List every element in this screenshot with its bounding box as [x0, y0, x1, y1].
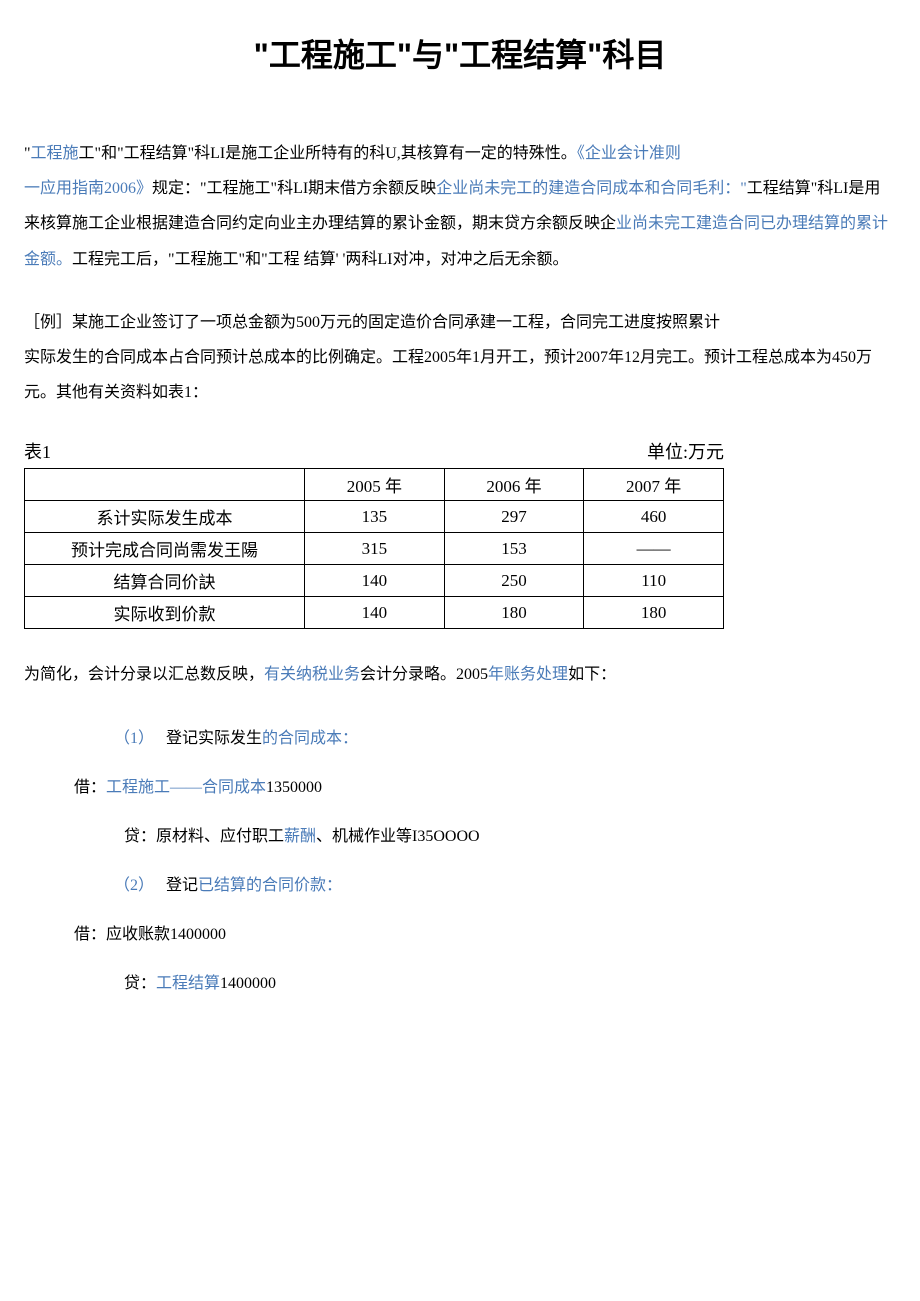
table-label-row: 表1 单位:万元 [24, 438, 724, 464]
entry-1-credit: 贷：原材料、应付职工薪酬、机械作业等I35OOOO [24, 819, 896, 854]
accounting-entries: （1） 登记实际发生的合同成本： 借：工程施工——合同成本1350000 贷：原… [24, 721, 896, 1002]
entry-2-num: （2） [114, 877, 154, 894]
table-cell: 预计完成合同尚需发王陽 [25, 533, 305, 565]
table-cell: 140 [305, 565, 445, 597]
entry-1-debit-link: 工程施工——合同成本 [106, 779, 266, 796]
p3-seg5: 如下： [568, 666, 616, 683]
table-cell: 250 [444, 565, 584, 597]
table-header-cell [25, 469, 305, 501]
table-header-cell: 2006 年 [444, 469, 584, 501]
table-cell: 实际收到价款 [25, 597, 305, 629]
p1-seg2-link: 工程施 [31, 145, 79, 162]
p3-seg2-link: 有关纳税业务 [264, 666, 360, 683]
paragraph-2-line2: 实际发生的合同成本占合同预计总成本的比例确定。工程2005年1月开工，预计200… [24, 340, 896, 410]
entry-2-credit: 贷：工程结算1400000 [24, 966, 896, 1001]
entry-1-label: 登记实际发生 [166, 730, 262, 747]
p3-seg1: 为简化，会计分录以汇总数反映， [24, 666, 264, 683]
table-label: 表1 [24, 438, 51, 464]
paragraph-3: 为简化，会计分录以汇总数反映，有关纳税业务会计分录略。2005年账务处理如下： [24, 657, 896, 692]
table-cell: 315 [305, 533, 445, 565]
table-cell: 460 [584, 501, 724, 533]
table-cell: 153 [444, 533, 584, 565]
entry-2-debit: 借：应收账款1400000 [24, 917, 896, 952]
table-unit: 单位:万元 [647, 438, 724, 464]
p1-seg7-link: 企业尚未完工的建造合同成本和合同毛利：" [436, 180, 747, 197]
entry-1-credit-suffix: 、机械作业等I35OOOO [316, 828, 480, 845]
table-cell: 结算合同价訣 [25, 565, 305, 597]
entry-2-heading: （2） 登记已结算的合同价款： [24, 868, 896, 903]
table-header-cell: 2007 年 [584, 469, 724, 501]
entry-1-credit-link: 薪酬 [284, 828, 316, 845]
entry-2-credit-prefix: 贷： [124, 975, 156, 992]
document-title: "工程施工"与"工程结算"科目 [24, 30, 896, 76]
table-header-cell: 2005 年 [305, 469, 445, 501]
p3-seg3: 会计分录略。2005 [360, 666, 488, 683]
table-row: 系计实际发生成本 135 297 460 [25, 501, 724, 533]
table-cell: 135 [305, 501, 445, 533]
entry-1-debit-amount: 1350000 [266, 779, 322, 796]
entry-2-credit-link: 工程结算 [156, 975, 220, 992]
table-row: 实际收到价款 140 180 180 [25, 597, 724, 629]
table-cell: 180 [444, 597, 584, 629]
paragraph-1: "工程施工"和"工程结算"科LI是施工企业所特有的科U,其核算有一定的特殊性。《… [24, 136, 896, 277]
p3-seg4-link: 年账务处理 [488, 666, 568, 683]
entry-2-credit-amount: 1400000 [220, 975, 276, 992]
table-cell: 140 [305, 597, 445, 629]
table-row: 2005 年 2006 年 2007 年 [25, 469, 724, 501]
p1-seg10: 工程完工后，"工程施工"和"工程 结算' '两科LI对冲，对冲之后无余额。 [72, 251, 568, 268]
entry-2-label: 登记 [166, 877, 198, 894]
table-cell: 180 [584, 597, 724, 629]
data-table: 2005 年 2006 年 2007 年 系计实际发生成本 135 297 46… [24, 468, 724, 629]
table-cell: —— [584, 533, 724, 565]
entry-1-credit-prefix: 贷：原材料、应付职工 [124, 828, 284, 845]
table-row: 结算合同价訣 140 250 110 [25, 565, 724, 597]
paragraph-2-line1: ［例］某施工企业签订了一项总金额为500万元的固定造价合同承建一工程，合同完工进… [24, 305, 896, 340]
p1-seg6: 规定："工程施工"科LI期末借方余额反映 [152, 180, 436, 197]
table-cell: 297 [444, 501, 584, 533]
entry-1-debit: 借：工程施工——合同成本1350000 [24, 770, 896, 805]
table-cell: 110 [584, 565, 724, 597]
entry-2-label-link: 已结算的合同价款： [198, 877, 342, 894]
entry-1-debit-prefix: 借： [74, 779, 106, 796]
entry-1-num: （1） [114, 730, 154, 747]
entry-1-heading: （1） 登记实际发生的合同成本： [24, 721, 896, 756]
entry-1-label-link: 的合同成本： [262, 730, 358, 747]
p1-seg5-link: 一应用指南2006》 [24, 180, 152, 197]
table-cell: 系计实际发生成本 [25, 501, 305, 533]
table-row: 预计完成合同尚需发王陽 315 153 —— [25, 533, 724, 565]
entry-2-debit-text: 借：应收账款1400000 [74, 926, 226, 943]
p1-seg3: 工"和"工程结算"科LI是施工企业所特有的科U,其核算有一定的特殊性。 [79, 145, 577, 162]
p1-seg4-link: 《企业会计准则 [577, 145, 681, 162]
